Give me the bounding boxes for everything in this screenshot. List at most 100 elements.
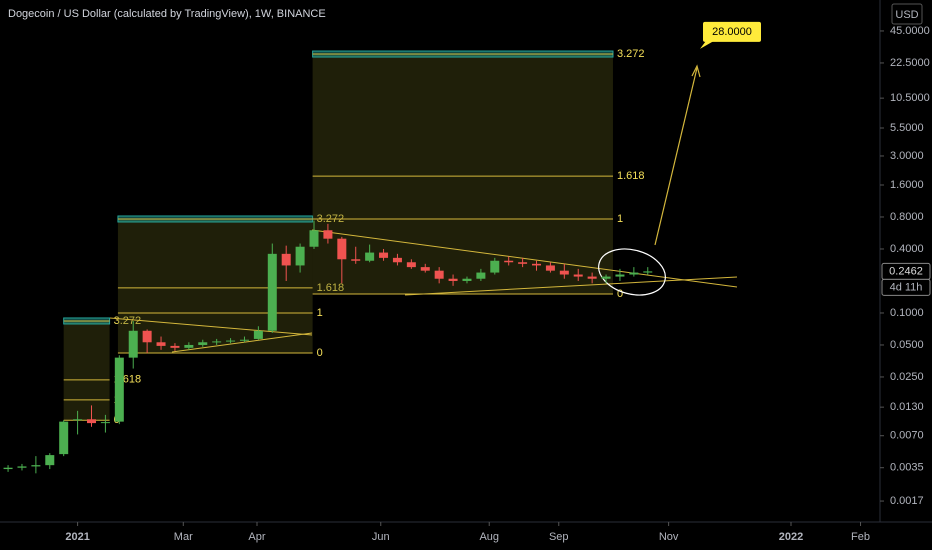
x-tick-label: Feb bbox=[851, 531, 870, 543]
trend-line bbox=[404, 276, 738, 296]
y-tick-label: 0.0500 bbox=[890, 339, 924, 351]
candle-body bbox=[212, 341, 222, 343]
candle-body bbox=[114, 357, 124, 422]
y-tick-label: 0.1000 bbox=[890, 307, 924, 319]
candle-body bbox=[365, 252, 375, 261]
candle-body bbox=[253, 330, 263, 339]
x-tick-label: 2022 bbox=[779, 531, 803, 543]
x-tick-label: Apr bbox=[248, 531, 265, 543]
axis-layer: 45.0000 22.5000 10.5000 5.5000 3.0000 1.6000 0… bbox=[65, 21, 931, 543]
candle-body bbox=[379, 252, 389, 258]
candle-body bbox=[267, 253, 277, 331]
candle-body bbox=[45, 455, 55, 466]
candle-body bbox=[351, 259, 361, 261]
y-tick-label: 5.5000 bbox=[890, 122, 924, 134]
arrow-head bbox=[691, 64, 701, 78]
fib-label: 1 bbox=[317, 307, 323, 319]
candle-body bbox=[17, 466, 27, 468]
fib-label: 3.272 bbox=[617, 48, 645, 60]
candle-body bbox=[420, 267, 430, 271]
candle-body bbox=[518, 262, 528, 264]
y-tick-label: 1.6000 bbox=[890, 179, 924, 191]
candle-body bbox=[476, 272, 486, 279]
candle-body bbox=[31, 465, 41, 467]
candle-body bbox=[128, 330, 138, 358]
candle-body bbox=[337, 238, 347, 260]
target-box bbox=[703, 21, 761, 42]
trend-line bbox=[311, 229, 738, 288]
x-tick-label: Jun bbox=[372, 531, 390, 543]
candle-body bbox=[281, 253, 291, 266]
y-tick-label: 10.5000 bbox=[890, 92, 930, 104]
y-tick-label: 22.5000 bbox=[890, 57, 930, 69]
candle-body bbox=[504, 260, 514, 263]
candle-body bbox=[73, 419, 83, 421]
last-price: 0.2462 bbox=[889, 265, 923, 277]
y-tick-label: 0.0130 bbox=[890, 401, 924, 413]
candle-body bbox=[490, 260, 500, 273]
candle-body bbox=[643, 271, 653, 273]
candle-body bbox=[100, 422, 110, 424]
currency: USD bbox=[895, 9, 918, 21]
candle-body bbox=[559, 270, 569, 275]
fib-label: 0 bbox=[617, 288, 623, 300]
candle-body bbox=[239, 339, 249, 341]
fib-label: 1 bbox=[617, 213, 623, 225]
trend-line bbox=[109, 317, 313, 336]
y-tick-label: 0.0250 bbox=[890, 371, 924, 383]
candle-body bbox=[448, 278, 458, 281]
y-tick-label: 0.0070 bbox=[890, 430, 924, 442]
candle-body bbox=[184, 344, 194, 348]
highlight-ellipse bbox=[598, 248, 666, 296]
candle-body bbox=[198, 342, 208, 345]
currency-box bbox=[891, 3, 923, 25]
trend-line bbox=[171, 332, 313, 353]
candle-body bbox=[142, 330, 152, 343]
fib-box bbox=[117, 218, 313, 354]
countdown: 4d 11h bbox=[890, 281, 923, 293]
candle-body bbox=[434, 270, 444, 279]
fib-box bbox=[312, 54, 613, 294]
x-tick-label: Mar bbox=[174, 531, 193, 543]
fib-label: 0 bbox=[317, 347, 323, 359]
fib-label: 1.618 bbox=[617, 170, 645, 182]
candle-body bbox=[309, 230, 319, 247]
arrow-line bbox=[654, 67, 698, 246]
candle-body bbox=[59, 421, 69, 455]
candle-body bbox=[601, 276, 611, 279]
fib-box bbox=[63, 320, 110, 421]
candles bbox=[3, 220, 653, 474]
chart-title: Dogecoin / US Dollar (calculated by Trad… bbox=[8, 8, 326, 20]
drawings bbox=[109, 64, 738, 353]
x-tick-label: Sep bbox=[549, 531, 569, 543]
candle-body bbox=[587, 276, 597, 279]
candle-body bbox=[406, 262, 416, 268]
candle-body bbox=[170, 345, 180, 348]
target-pointer bbox=[700, 40, 714, 49]
x-tick-label: 2021 bbox=[65, 531, 89, 543]
x-tick-label: Nov bbox=[659, 531, 679, 543]
y-tick-label: 0.0035 bbox=[890, 462, 924, 474]
candle-body bbox=[87, 419, 97, 424]
y-tick-label: 0.4000 bbox=[890, 243, 924, 255]
candle-body bbox=[226, 340, 236, 342]
y-tick-label: 0.0017 bbox=[890, 495, 924, 507]
target-label: 28.0000 bbox=[712, 26, 752, 38]
candle-body bbox=[532, 263, 542, 266]
y-tick-label: 3.0000 bbox=[890, 150, 924, 162]
y-tick-label: 45.0000 bbox=[890, 25, 930, 37]
candle-body bbox=[295, 246, 305, 266]
candle-body bbox=[323, 230, 333, 239]
candle-body bbox=[573, 274, 583, 277]
candle-body bbox=[545, 265, 555, 271]
x-tick-label: Aug bbox=[479, 531, 499, 543]
fib-label: 3.272 bbox=[114, 315, 142, 327]
candle-body bbox=[3, 467, 13, 470]
candle-body bbox=[462, 278, 472, 281]
fib-label: 1.618 bbox=[317, 282, 345, 294]
countdown-box bbox=[881, 278, 931, 296]
